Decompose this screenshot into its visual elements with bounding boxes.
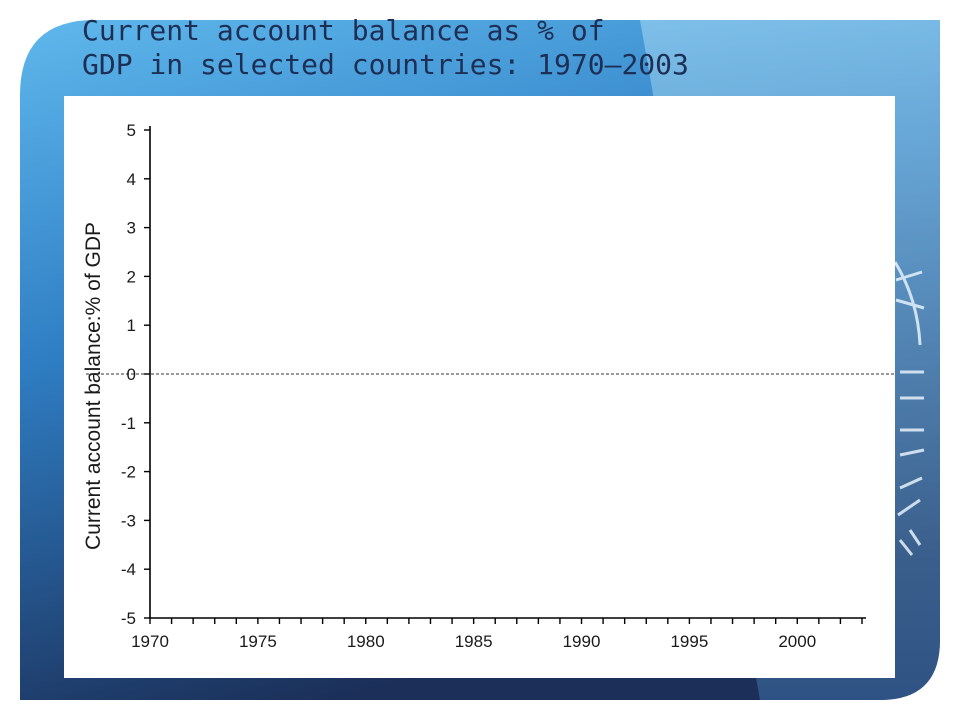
y-tick-label: -4 [121,560,136,579]
y-tick-label: -3 [121,511,136,530]
y-tick-label: 2 [127,267,136,286]
y-tick-label: 0 [127,365,136,384]
slide-title-line-2: GDP in selected countries: 1970–2003 [82,48,689,81]
y-tick-label: 4 [127,170,136,189]
globe-decoration [893,261,925,556]
y-axis-title: Current account balance:% of GDP [82,222,105,550]
x-tick-label: 1975 [239,632,277,651]
y-tick-label: 5 [127,121,136,140]
x-tick-label: 1990 [563,632,601,651]
y-tick-label: -5 [121,609,136,628]
x-tick-label: 2000 [778,632,816,651]
y-ticks-group: 5 4 3 2 1 0 -1 -2 -3 -4 -5 [121,121,150,628]
slide-title-line-1: Current account balance as % of [82,14,605,47]
slide-title: Current account balance as % of GDP in s… [82,14,782,82]
y-tick-label: -2 [121,463,136,482]
y-tick-label: 3 [127,219,136,238]
chart-svg: Current account balance:% of GDP 1970 197… [82,121,895,651]
y-axis-title-group: Current account balance:% of GDP [82,222,105,550]
x-ticks-group: 1970 1975 1980 1985 1990 1995 2000 [131,618,863,651]
y-tick-label: 1 [127,316,136,335]
x-tick-label: 1980 [347,632,385,651]
x-tick-label: 1985 [455,632,493,651]
x-tick-label: 1995 [670,632,708,651]
axes-group [149,126,866,619]
x-tick-label: 1970 [131,632,169,651]
y-tick-label: -1 [121,414,136,433]
chart-panel: Current account balance:% of GDP 1970 197… [64,96,895,678]
